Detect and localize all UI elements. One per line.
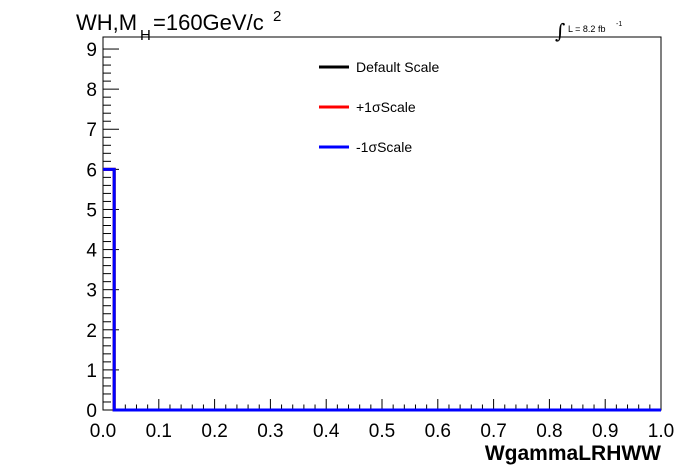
luminosity-label: ∫ L = 8.2 fb -1: [555, 19, 622, 43]
integral-symbol: ∫: [555, 19, 565, 43]
y-tick-label: 2: [86, 321, 97, 342]
y-tick-label: 7: [86, 120, 97, 141]
y-tick-label: 0: [86, 401, 97, 422]
y-tick-label: 4: [86, 241, 97, 262]
title-superscript: 2: [273, 8, 281, 25]
title-subscript: H: [140, 27, 151, 44]
x-tick-label: 1.0: [648, 421, 674, 442]
x-tick-label: 0.5: [369, 421, 395, 442]
legend-label: Default Scale: [356, 59, 439, 75]
legend-label: -1σScale: [356, 139, 412, 155]
title-prefix: WH,M: [76, 10, 137, 35]
y-tick-label: 9: [86, 40, 97, 61]
chart-title: WH,M H =160GeV/c 2: [76, 8, 281, 44]
x-tick-label: 0.0: [90, 421, 116, 442]
y-tick-label: 8: [86, 80, 97, 101]
y-tick-label: 5: [86, 200, 97, 221]
y-tick-label: 6: [86, 160, 97, 181]
x-tick-label: 0.6: [425, 421, 451, 442]
series-lines: [103, 167, 661, 412]
x-tick-label: 0.1: [146, 421, 172, 442]
x-axis-tick-labels: 0.0 0.1 0.2 0.3 0.4 0.5 0.6 0.7 0.8 0.9 1.0: [90, 421, 674, 442]
x-tick-label: 0.8: [536, 421, 562, 442]
x-tick-label: 0.3: [257, 421, 283, 442]
luminosity-superscript: -1: [616, 21, 622, 28]
y-tick-label: 3: [86, 281, 97, 302]
luminosity-text: L = 8.2 fb: [568, 24, 605, 34]
y-axis-tick-labels: 0 1 2 3 4 5 6 7 8 9: [86, 40, 97, 422]
x-tick-label: 0.4: [313, 421, 340, 442]
y-tick-label: 1: [86, 361, 97, 382]
y-axis-ticks: [103, 48, 119, 411]
legend-label: +1σScale: [356, 99, 416, 115]
x-tick-label: 0.9: [592, 421, 618, 442]
x-tick-label: 0.2: [201, 421, 227, 442]
title-value: =160GeV/c: [153, 10, 264, 35]
series-line: [103, 167, 661, 412]
x-tick-label: 0.7: [480, 421, 506, 442]
legend: Default Scale +1σScale -1σScale: [319, 59, 439, 155]
x-axis-label: WgammaLRHWW: [485, 442, 661, 465]
